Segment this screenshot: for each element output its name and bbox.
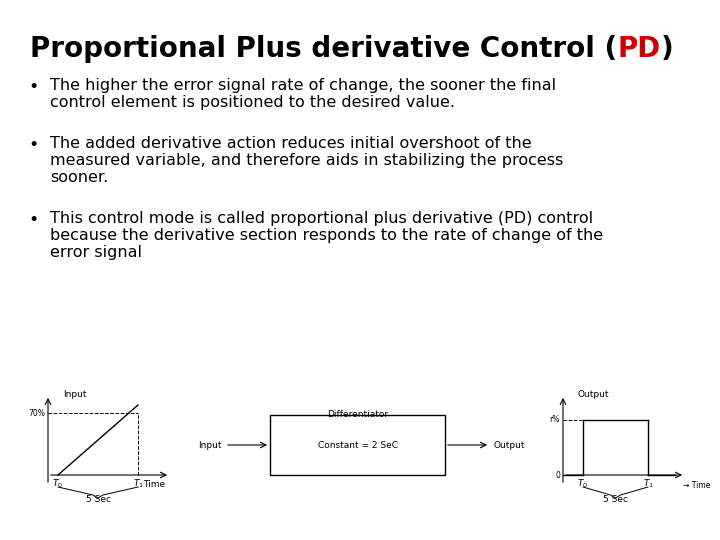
Text: 0: 0 [555, 470, 560, 480]
Text: Proportional Plus derivative Control (: Proportional Plus derivative Control ( [30, 35, 617, 63]
Text: Output: Output [493, 441, 524, 449]
Text: 5 Sec: 5 Sec [603, 495, 628, 504]
Text: •: • [28, 78, 38, 96]
Text: Constant = 2 SeC: Constant = 2 SeC [318, 441, 397, 449]
Text: PD: PD [617, 35, 660, 63]
Text: because the derivative section responds to the rate of change of the: because the derivative section responds … [50, 228, 603, 243]
Text: $T_1$: $T_1$ [132, 478, 143, 490]
Text: control element is positioned to the desired value.: control element is positioned to the des… [50, 95, 455, 110]
Text: Time: Time [143, 480, 165, 489]
Bar [270, 415, 445, 475]
Text: •: • [28, 211, 38, 229]
Text: The added derivative action reduces initial overshoot of the: The added derivative action reduces init… [50, 136, 531, 151]
Text: ): ) [660, 35, 673, 63]
Text: 5 Sec: 5 Sec [86, 495, 110, 504]
Text: measured variable, and therefore aids in stabilizing the process: measured variable, and therefore aids in… [50, 153, 563, 168]
Text: $T_1$: $T_1$ [642, 478, 654, 490]
Text: Input: Input [63, 390, 86, 399]
Text: → Time: → Time [683, 481, 711, 489]
Text: Input: Input [199, 441, 222, 449]
Text: $T_0$: $T_0$ [577, 478, 588, 490]
Text: This control mode is called proportional plus derivative (PD) control: This control mode is called proportional… [50, 211, 593, 226]
Text: •: • [28, 136, 38, 154]
Text: $T_0$: $T_0$ [53, 478, 63, 490]
Text: r%: r% [549, 415, 560, 424]
Text: 70%: 70% [28, 408, 45, 417]
Text: sooner.: sooner. [50, 170, 108, 185]
Text: Differentiator: Differentiator [327, 410, 388, 419]
Text: The higher the error signal rate of change, the sooner the final: The higher the error signal rate of chan… [50, 78, 556, 93]
Text: error signal: error signal [50, 245, 142, 260]
Text: Output: Output [578, 390, 610, 399]
